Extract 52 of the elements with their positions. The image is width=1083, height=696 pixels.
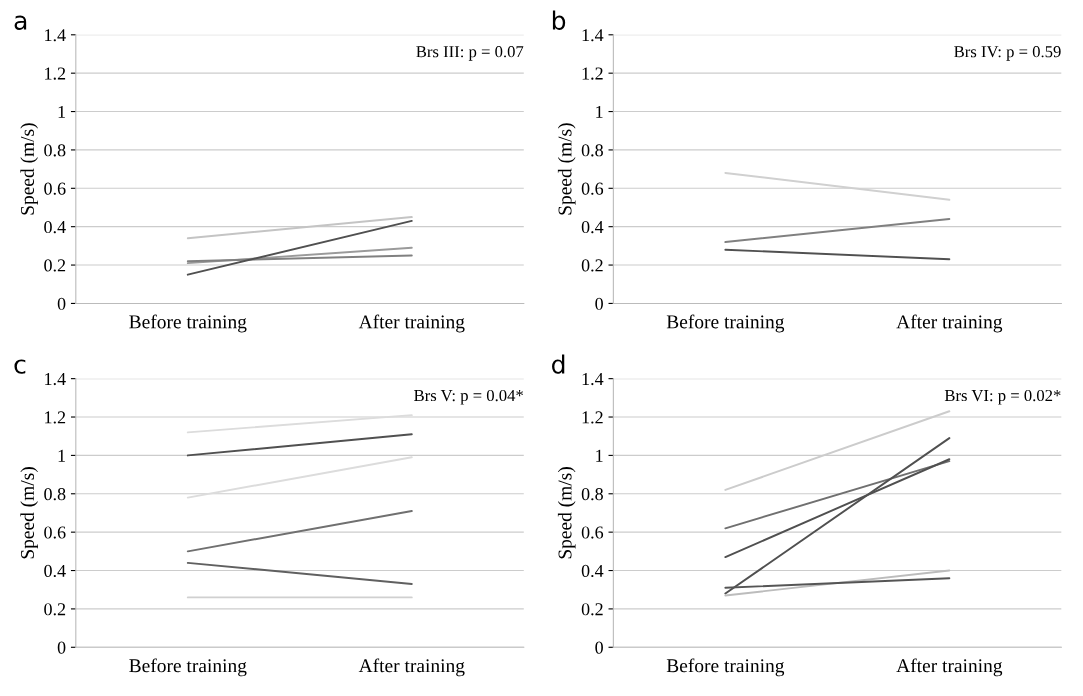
x-tick-label: After training (358, 314, 465, 333)
y-tick-label: 0.4 (44, 220, 66, 234)
y-tick-label: 1.2 (582, 411, 603, 424)
chart-title: b (552, 10, 566, 30)
x-tick-label: Before training (129, 658, 247, 677)
y-tick-label: 1.2 (45, 67, 66, 80)
y-tick-label: 1.2 (582, 67, 603, 80)
chart-title: d (552, 354, 565, 374)
y-tick-label: 0.2 (44, 259, 66, 272)
x-tick-label: After training (896, 314, 1003, 333)
y-tick-label: 1.4 (582, 29, 604, 42)
y-axis-title: Speed (m/s) (20, 123, 38, 215)
y-tick-label: 0.8 (44, 144, 66, 157)
y-tick-label: 0 (57, 297, 66, 310)
y-tick-label: 0.6 (44, 182, 66, 195)
y-tick-label: 1.4 (45, 29, 66, 42)
y-tick-label: 1.4 (582, 372, 604, 386)
annotation: Brs V: p = 0.04* (414, 389, 523, 405)
y-tick-label: 0.6 (44, 526, 66, 539)
y-tick-label: 0.4 (44, 564, 66, 578)
y-tick-label: 1 (596, 105, 603, 118)
y-axis-title: Speed (m/s) (557, 123, 576, 215)
y-tick-label: 0.6 (581, 526, 604, 539)
chart-title: c (14, 359, 26, 374)
y-axis-title: Speed (m/s) (20, 467, 38, 559)
y-axis-title: Speed (m/s) (557, 467, 576, 559)
x-tick-label: After training (896, 658, 1003, 677)
x-tick-label: Before training (129, 314, 247, 333)
y-tick-label: 0.6 (581, 182, 604, 195)
y-tick-label: 1 (58, 105, 65, 118)
annotation: Brs VI: p = 0.02* (944, 389, 1061, 405)
y-tick-label: 1 (596, 449, 603, 462)
y-tick-label: 0.8 (581, 488, 603, 501)
y-tick-label: 0 (57, 641, 66, 654)
y-tick-label: 0.8 (581, 144, 603, 157)
y-tick-label: 1.2 (45, 411, 66, 424)
annotation: Brs IV: p = 0.59 (954, 46, 1061, 61)
annotation: Brs III: p = 0.07 (416, 46, 524, 61)
y-tick-label: 1.4 (45, 372, 66, 386)
x-tick-label: Before training (666, 314, 785, 333)
y-tick-label: 0.2 (581, 603, 603, 616)
y-tick-label: 0.8 (44, 488, 66, 501)
x-tick-label: Before training (666, 658, 785, 677)
y-tick-label: 0.4 (581, 564, 604, 578)
y-tick-label: 0.2 (581, 259, 603, 272)
chart-title: a (14, 15, 27, 30)
y-tick-label: 0 (595, 641, 603, 654)
y-tick-label: 0 (595, 297, 603, 310)
y-tick-label: 0.4 (581, 220, 604, 234)
y-tick-label: 1 (58, 449, 65, 462)
y-tick-label: 0.2 (44, 603, 66, 616)
x-tick-label: After training (358, 658, 465, 677)
